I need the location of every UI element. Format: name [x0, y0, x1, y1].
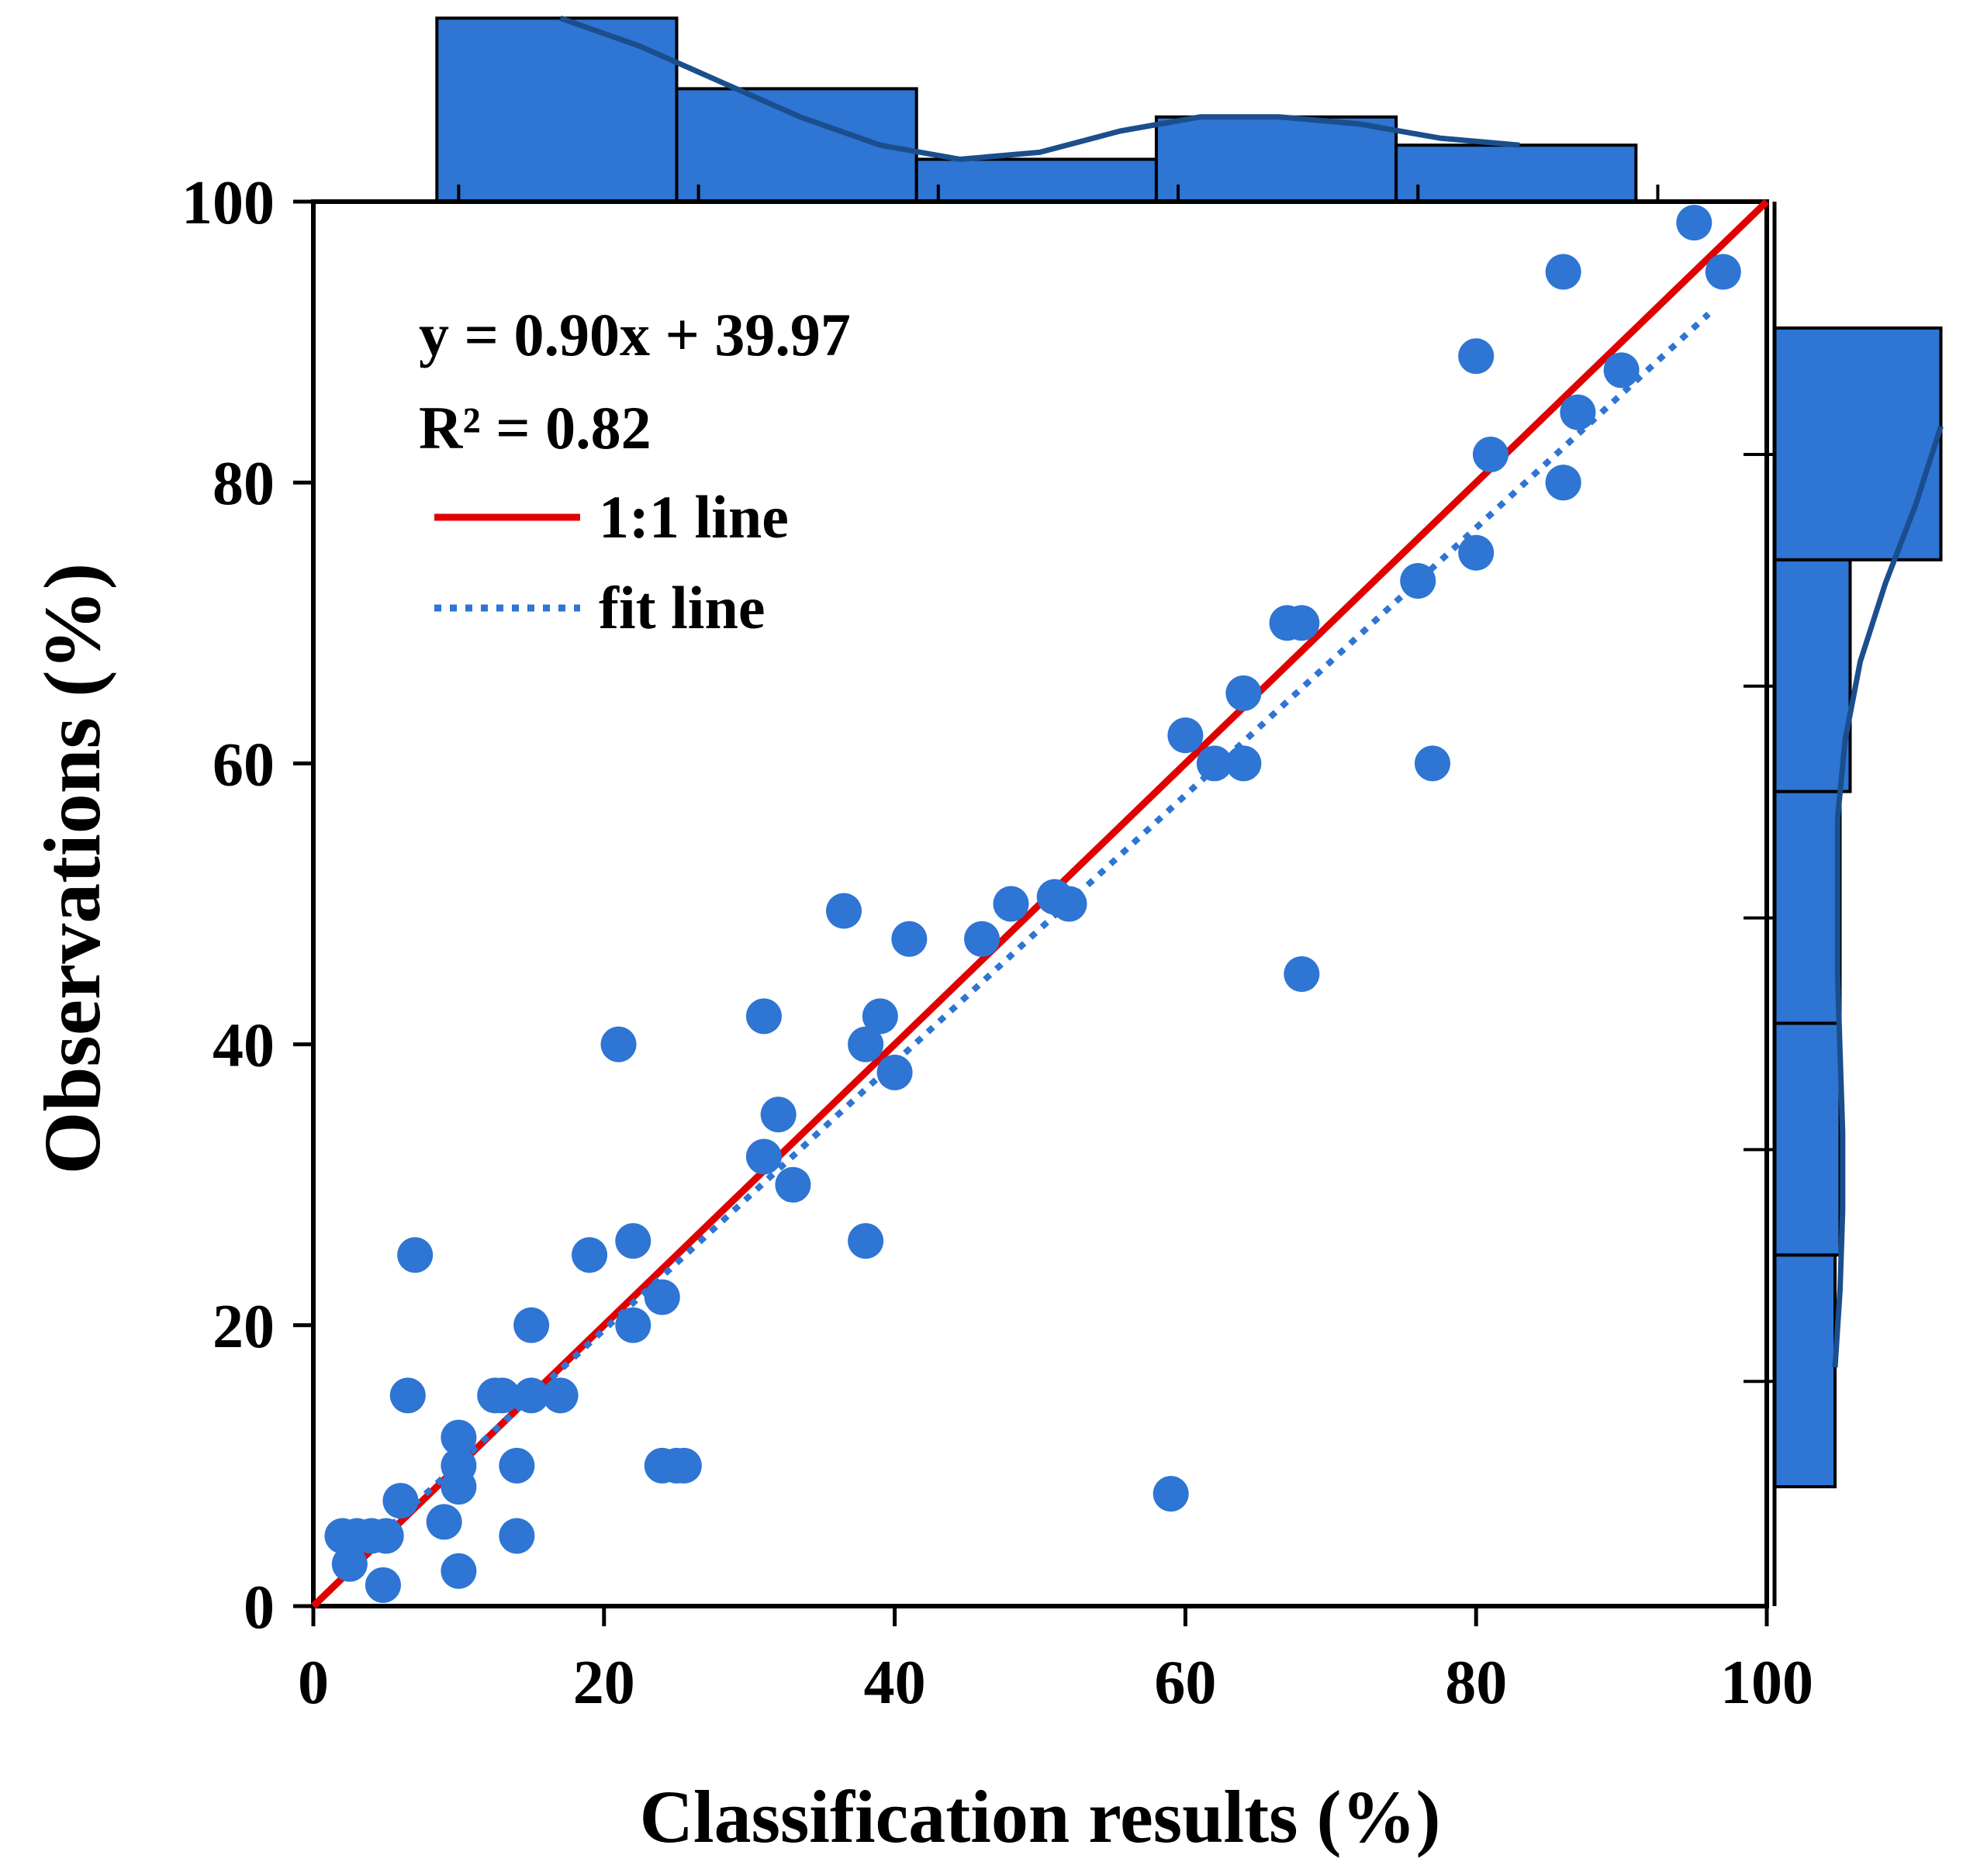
- scatter-point-16: [499, 1518, 535, 1554]
- equation-annotation: y = 0.90x + 39.97: [419, 301, 851, 368]
- top-hist-bar-4: [1394, 143, 1638, 203]
- scatter-point-32: [775, 1166, 811, 1203]
- x-tick-label-0: 0: [298, 1649, 329, 1717]
- x-tick-label-3: 60: [1154, 1649, 1216, 1717]
- scatter-point-54: [1458, 338, 1495, 375]
- y-tick-label-4: 80: [213, 450, 275, 518]
- scatter-point-9: [426, 1504, 462, 1540]
- scatter-point-20: [542, 1377, 579, 1414]
- scatter-point-25: [644, 1279, 680, 1315]
- scatter-point-8: [397, 1237, 434, 1273]
- y-tick-label-3: 60: [213, 731, 275, 799]
- scatter-point-51: [1400, 562, 1436, 599]
- scatter-point-47: [1225, 675, 1262, 711]
- scatter-point-59: [1560, 394, 1596, 430]
- scatter-point-33: [826, 893, 862, 929]
- right-marginal-histogram: [1773, 326, 1944, 1489]
- scatter-point-24: [615, 1223, 651, 1259]
- x-axis-label: Classification results (%): [640, 1775, 1441, 1858]
- scatter-point-46: [1225, 745, 1262, 782]
- top-hist-bar-2: [914, 157, 1158, 203]
- scatter-point-10: [441, 1553, 477, 1589]
- x-tick-label-4: 80: [1445, 1649, 1507, 1717]
- scatter-point-13: [441, 1419, 477, 1456]
- scatter-point-29: [745, 1138, 782, 1175]
- main-scatter-plot: [311, 199, 1769, 1608]
- r-squared-annotation: R² = 0.82: [419, 394, 651, 461]
- plot-frame: [311, 199, 1769, 1608]
- scatter-point-22: [600, 1026, 637, 1062]
- scatter-point-61: [1676, 205, 1712, 241]
- scatter-point-21: [572, 1237, 608, 1273]
- scatter-point-18: [513, 1377, 550, 1414]
- scatter-point-45: [1196, 745, 1232, 782]
- right-kde-curve: [1832, 425, 1944, 1368]
- scatter-point-17: [499, 1447, 535, 1484]
- scatter-point-44: [1167, 717, 1204, 754]
- legend-label-one-to-one: 1:1 line: [599, 483, 789, 551]
- scatter-point-52: [1414, 745, 1450, 782]
- right-hist-bar-4: [1773, 326, 1943, 561]
- scatter-points: [324, 205, 1741, 1603]
- fit-line: [354, 311, 1711, 1560]
- scatter-point-62: [1705, 254, 1741, 290]
- top-kde-curve: [559, 16, 1520, 162]
- right-hist-bar-0: [1773, 1253, 1837, 1489]
- x-tick-label-1: 20: [573, 1649, 635, 1717]
- y-tick-label-2: 40: [213, 1012, 275, 1080]
- scatter-point-23: [615, 1307, 651, 1343]
- top-hist-bar-0: [435, 16, 679, 204]
- y-axis-label: Observations (%): [28, 563, 117, 1175]
- scatter-point-31: [760, 1097, 797, 1133]
- scatter-point-40: [993, 886, 1029, 922]
- scatter-point-39: [964, 921, 1001, 957]
- top-marginal-histogram: [435, 16, 1638, 204]
- scatter-point-43: [1153, 1476, 1189, 1512]
- x-tick-label-5: 100: [1720, 1649, 1813, 1717]
- scatter-point-36: [862, 998, 898, 1035]
- scatter-point-19: [513, 1307, 550, 1343]
- scatter-point-5: [365, 1567, 401, 1603]
- axis-ticks: 0 20 40 60 80 100 0 20 40 60 80 100: [181, 169, 1813, 1717]
- scatter-point-38: [891, 921, 928, 957]
- y-tick-label-0: 0: [244, 1574, 275, 1642]
- scatter-point-4: [331, 1546, 368, 1582]
- right-hist-bar-2: [1773, 789, 1842, 1025]
- y-tick-label-5: 100: [181, 169, 275, 237]
- scatter-point-12: [441, 1447, 477, 1484]
- right-hist-bar-1: [1773, 1021, 1842, 1257]
- scatter-point-53: [1458, 534, 1495, 571]
- scatter-point-3: [368, 1518, 404, 1554]
- scatter-point-34: [848, 1026, 884, 1062]
- scatter-point-56: [1545, 254, 1581, 290]
- scatter-point-15: [484, 1377, 520, 1414]
- scatter-point-6: [382, 1483, 419, 1519]
- x-tick-label-2: 40: [864, 1649, 926, 1717]
- scatter-point-60: [1603, 352, 1640, 389]
- scatter-point-7: [389, 1377, 426, 1414]
- scatter-point-58: [1545, 465, 1581, 501]
- scatter-point-49: [1284, 605, 1320, 641]
- scatter-point-50: [1284, 956, 1320, 993]
- legend: y = 0.90x + 39.97 R² = 0.82 1:1 line fit…: [419, 301, 851, 641]
- legend-label-fit-line: fit line: [599, 574, 765, 641]
- y-tick-label-1: 20: [213, 1293, 275, 1361]
- scatter-point-37: [876, 1054, 913, 1090]
- scatter-point-55: [1472, 436, 1509, 472]
- top-hist-bar-3: [1154, 115, 1398, 203]
- scatter-point-35: [848, 1223, 884, 1259]
- scatter-point-28: [665, 1447, 702, 1484]
- scatter-point-30: [745, 998, 782, 1035]
- scatter-point-42: [1051, 886, 1087, 922]
- axis-labels: Classification results (%) Observations …: [28, 563, 1440, 1858]
- right-hist-bar-3: [1773, 558, 1852, 793]
